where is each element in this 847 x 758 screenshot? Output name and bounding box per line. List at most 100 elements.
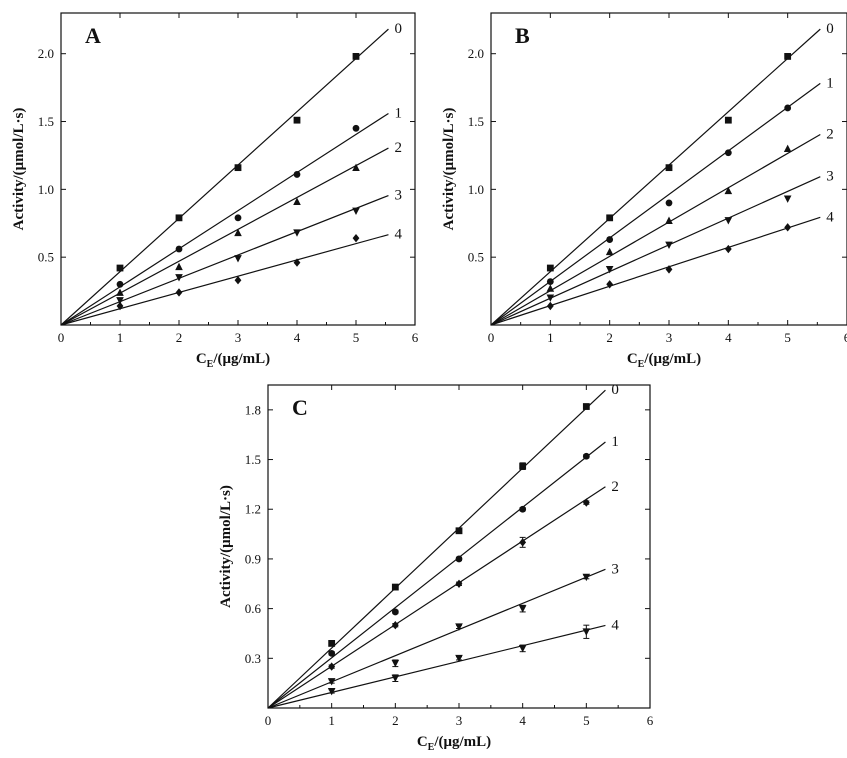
data-point-4 [582,628,591,636]
series-label-1: 1 [611,434,619,450]
data-point-4 [665,265,673,274]
data-point-4 [293,258,301,267]
x-tick-label: 6 [844,330,847,345]
panel-letter: C [292,395,308,420]
y-tick-label: 0.9 [245,551,261,566]
x-tick-label: 1 [117,330,124,345]
data-point-2 [455,579,463,588]
data-point-4 [391,674,400,683]
data-point-3 [582,573,591,582]
data-point-4 [455,654,463,663]
series-label-0: 0 [611,382,619,398]
x-tick-label: 6 [647,713,654,728]
fit-line-0 [267,389,606,709]
y-axis-title: Activity/(μmol/L·s) [11,108,27,231]
x-axis-title: CE/(μg/mL) [196,351,270,370]
data-point-0 [391,583,399,591]
data-point-1 [784,104,792,112]
fit-line-3 [490,176,821,326]
series-label-4: 4 [394,227,402,243]
data-point-1 [175,245,183,253]
x-tick-label: 2 [176,330,183,345]
data-point-2 [582,498,590,507]
y-tick-label: 0.3 [245,651,261,666]
data-point-1 [546,278,554,285]
y-tick-label: 1.8 [245,402,261,417]
fit-line-0 [60,28,389,326]
fit-line-4 [267,624,606,709]
x-tick-label: 2 [392,713,399,728]
data-point-4 [784,223,792,232]
fit-line-1 [60,112,389,326]
y-tick-label: 1.5 [245,452,261,467]
data-point-0 [293,116,301,124]
data-point-4 [606,280,614,289]
data-point-2 [546,284,555,292]
y-tick-label: 1.2 [245,502,261,517]
series-label-1: 1 [826,75,834,91]
data-point-0 [234,164,242,172]
data-point-3 [783,195,792,203]
data-point-0 [175,214,183,222]
data-point-3 [116,297,124,305]
series-label-4: 4 [826,209,834,225]
data-point-0 [606,214,614,222]
data-point-2 [328,662,336,671]
fit-line-4 [60,234,389,326]
data-point-3 [175,274,183,282]
data-point-0 [455,527,463,535]
y-axis-title: Activity/(μmol/L·s) [218,485,234,608]
data-point-4 [352,233,360,243]
data-point-0 [546,264,554,272]
data-point-4 [724,244,732,254]
series-label-3: 3 [394,188,402,204]
y-tick-label: 0.5 [468,250,484,265]
series-label-0: 0 [394,21,402,37]
data-point-2 [234,228,242,237]
data-point-2 [783,144,792,153]
data-point-2 [665,216,673,224]
y-tick-label: 1.5 [38,114,54,129]
data-point-2 [519,538,527,547]
y-axis-title: Activity/(μmol/L·s) [441,108,457,231]
y-tick-label: 0.6 [245,601,262,616]
data-point-0 [116,264,124,272]
data-point-3 [391,659,400,668]
x-tick-label: 1 [328,713,335,728]
x-tick-label: 6 [412,330,419,345]
x-tick-label: 0 [265,713,272,728]
y-tick-label: 2.0 [38,46,54,61]
panel-b: 0 1 2 3 4 5 6 0.5 1.0 1.5 2.0 CE/(μg/mL) Activity/(μ… [441,12,847,370]
data-point-4 [327,688,336,696]
data-point-3 [234,255,242,263]
data-point-0 [328,640,336,647]
y-tick-label: 1.0 [468,182,484,197]
data-point-3 [518,605,527,613]
data-point-1 [234,214,242,222]
x-tick-label: 3 [235,330,242,345]
data-point-1 [391,608,399,616]
data-point-2 [293,197,301,205]
x-axis-title: CE/(μg/mL) [627,351,701,370]
data-point-3 [455,623,463,631]
x-tick-label: 5 [353,330,360,345]
data-point-4 [546,301,554,311]
data-point-0 [519,462,527,470]
x-tick-label: 4 [519,713,526,728]
panel-letter: B [515,23,530,48]
series-label-0: 0 [826,21,834,37]
x-tick-label: 4 [294,330,301,345]
y-tick-label: 1.0 [38,182,54,197]
data-point-3 [724,217,733,225]
x-tick-label: 1 [547,330,554,345]
x-tick-label: 0 [58,330,65,345]
data-point-2 [175,262,183,271]
data-point-1 [116,280,124,288]
x-tick-label: 3 [666,330,673,345]
panel-c: 0 1 2 3 4 5 6 0.3 0.6 0.9 1.2 1.5 1.8 CE/(μg/mL) Activ… [218,382,654,753]
x-axis-title: CE/(μg/mL) [417,734,491,753]
series-label-4: 4 [611,617,619,633]
y-tick-label: 1.5 [468,114,484,129]
data-point-2 [116,288,124,296]
